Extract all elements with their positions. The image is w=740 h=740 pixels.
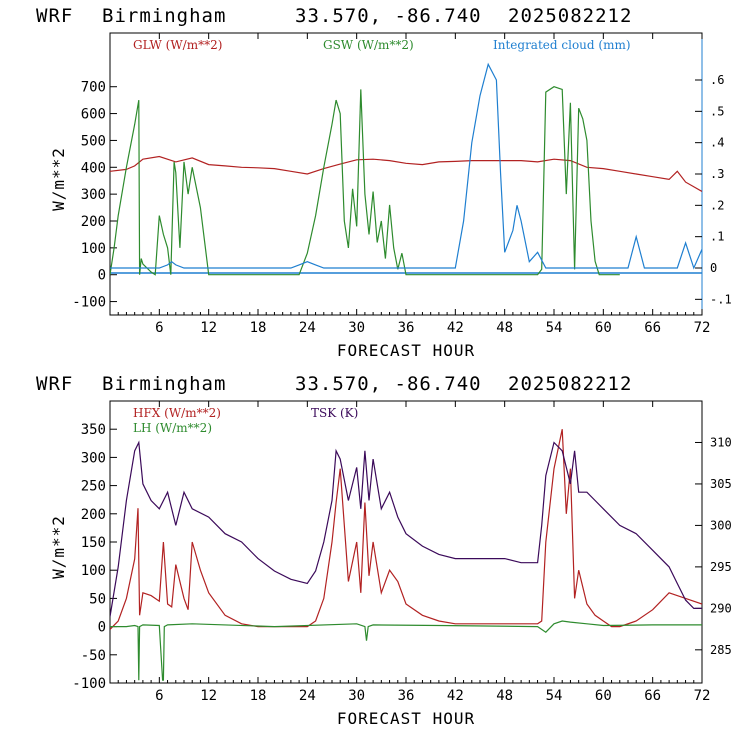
chart2-legend: HFX (W/m**2) LH (W/m**2) TSK (K) xyxy=(133,406,358,435)
y2-tick-label: 305 xyxy=(710,477,732,491)
chart1-legend: GLW (W/m**2) GSW (W/m**2) Integrated clo… xyxy=(133,38,631,52)
y2-tick-label: 300 xyxy=(710,518,732,532)
x-tick-label: 6 xyxy=(155,688,163,704)
y-tick-label: 100 xyxy=(81,241,106,257)
series-line-hfx xyxy=(110,429,702,630)
series-line-integrated xyxy=(110,62,702,270)
x-tick-label: 60 xyxy=(595,320,612,336)
y2-tick-label: .2 xyxy=(710,198,724,212)
x-tick-label: 6 xyxy=(155,320,163,336)
y-tick-label: 300 xyxy=(81,187,106,203)
y2-tick-label: .5 xyxy=(710,104,724,118)
y-tick-label: 200 xyxy=(81,507,106,523)
x-tick-label: 24 xyxy=(299,688,316,704)
x-tick-label: 36 xyxy=(398,688,415,704)
y-tick-label: 200 xyxy=(81,214,106,230)
x-tick-label: 48 xyxy=(496,320,513,336)
legend-integrated-cloud: Integrated cloud (mm) xyxy=(493,38,631,52)
x-tick-label: 66 xyxy=(644,320,661,336)
x-tick-label: 66 xyxy=(644,688,661,704)
x-tick-label: 24 xyxy=(299,320,316,336)
chart2-y-axis: -100 -50 0 50 100 150 200 250 300 350 xyxy=(72,422,117,692)
legend-hfx: HFX (W/m**2) xyxy=(133,406,221,420)
chart2-series-group xyxy=(110,429,702,681)
x-tick-label: 72 xyxy=(694,688,711,704)
chart1-y2-axis: -.1 0 .1 .2 .3 .4 .5 .6 xyxy=(695,73,732,306)
y2-tick-label: 285 xyxy=(710,643,732,657)
y2-tick-label: .3 xyxy=(710,167,724,181)
y-tick-label: 350 xyxy=(81,422,106,438)
x-tick-label: 42 xyxy=(447,688,464,704)
chart2-header: WRF Birmingham 33.570, -86.740 202508221… xyxy=(36,373,632,395)
x-tick-label: 48 xyxy=(496,688,513,704)
y-tick-label: 300 xyxy=(81,450,106,466)
y-tick-label: 400 xyxy=(81,160,106,176)
x-tick-label: 12 xyxy=(200,688,217,704)
y2-tick-label: 0 xyxy=(710,261,717,275)
legend-gsw: GSW (W/m**2) xyxy=(323,38,414,52)
chart1-x-axis: 6 12 18 24 30 36 42 48 54 60 66 72 xyxy=(117,33,711,336)
x-tick-label: 54 xyxy=(546,320,563,336)
y2-tick-label: .1 xyxy=(710,230,724,244)
y2-tick-label: -.1 xyxy=(710,292,732,306)
chart1-header: WRF Birmingham 33.570, -86.740 202508221… xyxy=(36,5,632,27)
chart-radiation: WRF Birmingham 33.570, -86.740 202508221… xyxy=(36,5,732,360)
x-tick-label: 36 xyxy=(398,320,415,336)
chart2-y-axis-label: W/m**2 xyxy=(49,515,68,579)
header-model: WRF xyxy=(36,373,73,395)
chart-fluxes: WRF Birmingham 33.570, -86.740 202508221… xyxy=(36,373,732,728)
y2-tick-label: .4 xyxy=(710,136,724,150)
y-tick-label: 0 xyxy=(98,268,106,284)
y-tick-label: 100 xyxy=(81,563,106,579)
chart2-y2-axis: 285 290 295 300 305 310 xyxy=(695,435,732,657)
header-city: Birmingham xyxy=(102,5,226,27)
x-tick-label: 18 xyxy=(250,320,267,336)
y-tick-label: 500 xyxy=(81,133,106,149)
chart1-x-axis-label: FORECAST HOUR xyxy=(337,341,475,360)
x-tick-label: 30 xyxy=(348,688,365,704)
y2-tick-label: .6 xyxy=(710,73,724,87)
header-coords: 33.570, -86.740 xyxy=(295,5,482,27)
x-tick-label: 12 xyxy=(200,320,217,336)
y-tick-label: 700 xyxy=(81,80,106,96)
chart2-x-axis-label: FORECAST HOUR xyxy=(337,709,475,728)
y-tick-label: 600 xyxy=(81,107,106,123)
x-tick-label: 18 xyxy=(250,688,267,704)
header-coords: 33.570, -86.740 xyxy=(295,373,482,395)
y-tick-label: -100 xyxy=(72,676,106,692)
x-tick-label: 42 xyxy=(447,320,464,336)
chart2-x-axis: 6 12 18 24 30 36 42 48 54 60 66 72 xyxy=(117,401,711,704)
y2-tick-label: 295 xyxy=(710,560,732,574)
y-tick-label: 0 xyxy=(98,620,106,636)
y-tick-label: 250 xyxy=(81,479,106,495)
series-line-tsk xyxy=(110,440,702,617)
y2-tick-label: 310 xyxy=(710,435,732,449)
header-city: Birmingham xyxy=(102,373,226,395)
chart1-series-group xyxy=(110,62,702,276)
y-tick-label: -100 xyxy=(72,295,106,311)
y-tick-label: 50 xyxy=(89,591,106,607)
y2-tick-label: 290 xyxy=(710,601,732,615)
y-tick-label: 150 xyxy=(81,535,106,551)
x-tick-label: 30 xyxy=(348,320,365,336)
series-line-gsw xyxy=(110,86,620,276)
x-tick-label: 72 xyxy=(694,320,711,336)
header-init-time: 2025082212 xyxy=(508,5,632,27)
series-line-lh xyxy=(110,620,702,681)
series-line-glw xyxy=(110,155,702,193)
chart2-plot-frame xyxy=(109,400,703,684)
legend-tsk: TSK (K) xyxy=(311,406,358,420)
legend-lh: LH (W/m**2) xyxy=(133,421,212,435)
y-tick-label: -50 xyxy=(81,648,106,664)
legend-glw: GLW (W/m**2) xyxy=(133,38,222,52)
header-init-time: 2025082212 xyxy=(508,373,632,395)
x-tick-label: 60 xyxy=(595,688,612,704)
chart1-y-axis: -100 0 100 200 300 400 500 600 700 xyxy=(72,80,117,311)
x-tick-label: 54 xyxy=(546,688,563,704)
header-model: WRF xyxy=(36,5,73,27)
chart1-y-axis-label: W/m**2 xyxy=(49,147,68,211)
